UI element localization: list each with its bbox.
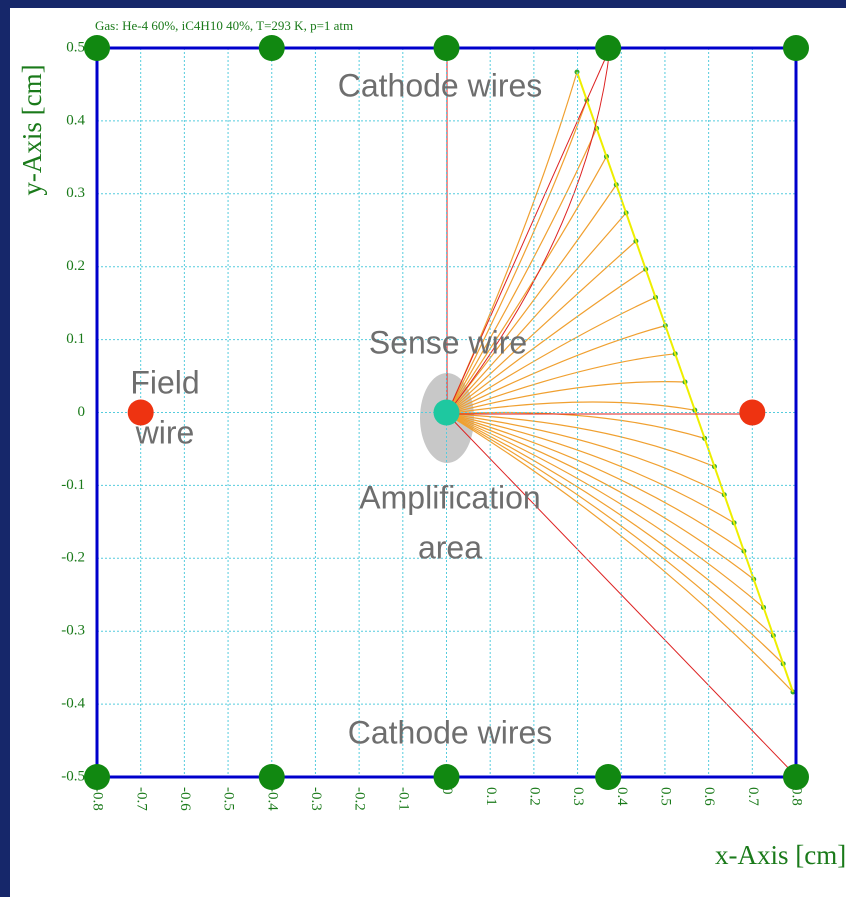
y-tick-label: 0.4: [66, 112, 85, 128]
x-tick-label: -0.4: [264, 787, 280, 811]
x-axis-label: x-Axis [cm]: [715, 840, 846, 870]
y-axis-label: y-Axis [cm]: [17, 64, 47, 195]
chart: Gas: He-4 60%, iC4H10 40%, T=293 K, p=1 …: [0, 0, 846, 897]
x-tick-label: -0.5: [221, 787, 237, 811]
y-tick-label: -0.2: [61, 550, 85, 566]
x-tick-label: 0.1: [483, 787, 499, 806]
wire: [259, 764, 285, 790]
annotation: Cathode wires: [338, 67, 543, 103]
annotation: Amplification: [359, 479, 540, 515]
x-tick-label: -0.6: [177, 787, 193, 811]
y-tick-label: 0.1: [66, 331, 85, 347]
y-tick-label: -0.1: [61, 477, 85, 493]
x-tick-label: -0.8: [90, 787, 106, 811]
x-tick-label: -0.7: [133, 787, 149, 811]
wire: [434, 400, 460, 426]
x-tick-label: 0.7: [745, 787, 761, 806]
wire: [434, 764, 460, 790]
wire: [595, 764, 621, 790]
x-tick-label: 0.4: [614, 787, 630, 806]
annotation: Field: [130, 364, 199, 400]
wire: [783, 35, 809, 61]
annotation: Cathode wires: [348, 714, 553, 750]
x-tick-label: -0.3: [308, 787, 324, 811]
y-tick-label: 0.3: [66, 185, 85, 201]
chart-title: Gas: He-4 60%, iC4H10 40%, T=293 K, p=1 …: [95, 18, 353, 33]
y-tick-label: 0: [78, 404, 86, 420]
x-tick-label: 0.3: [570, 787, 586, 806]
wire: [434, 35, 460, 61]
annotation: Sense wire: [369, 324, 527, 360]
wire: [259, 35, 285, 61]
y-tick-label: -0.3: [61, 623, 85, 639]
x-tick-label: -0.2: [352, 787, 368, 811]
wire: [595, 35, 621, 61]
y-tick-label: -0.4: [61, 696, 85, 712]
wire: [84, 764, 110, 790]
x-tick-label: 0.6: [701, 787, 717, 806]
annotation: area: [418, 529, 482, 565]
background: [10, 8, 846, 897]
x-tick-label: 0.2: [526, 787, 542, 806]
wire: [84, 35, 110, 61]
y-tick-label: 0.5: [66, 39, 85, 55]
x-tick-label: 0.5: [658, 787, 674, 806]
wire: [739, 400, 765, 426]
y-tick-label: 0.2: [66, 258, 85, 274]
wire: [783, 764, 809, 790]
annotation: wire: [135, 414, 195, 450]
y-tick-label: -0.5: [61, 768, 85, 784]
x-tick-label: -0.1: [395, 787, 411, 811]
